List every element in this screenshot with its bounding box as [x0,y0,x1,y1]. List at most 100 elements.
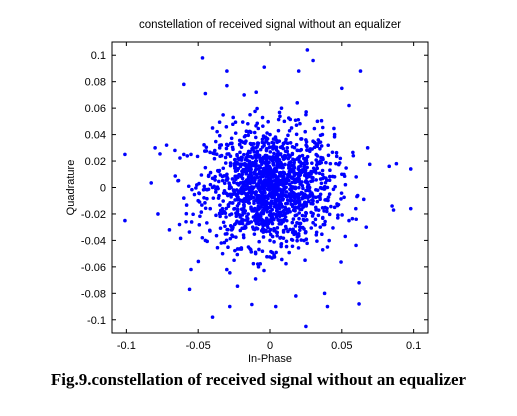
scatter-point [215,185,220,189]
scatter-point [261,124,265,128]
scatter-points [123,48,413,329]
scatter-point [333,184,337,189]
scatter-point [234,235,238,239]
scatter-point [223,155,228,160]
scatter-point [237,142,242,147]
scatter-point [300,196,305,201]
scatter-point [255,174,259,179]
scatter-point [314,178,318,182]
scatter-point [307,189,312,193]
scatter-point [244,218,248,222]
scatter-point [244,172,248,176]
scatter-point [226,245,230,250]
x-tick-label: -0.05 [186,340,211,352]
scatter-point [239,155,244,160]
scatter-point [287,207,291,211]
y-tick-label: -0.04 [81,235,106,247]
scatter-point [197,200,202,204]
scatter-point [297,200,302,205]
scatter-point [233,157,237,162]
scatter-point [298,207,302,212]
scatter-point [262,186,266,191]
scatter-point [311,169,316,174]
scatter-point [199,173,204,177]
scatter-point [231,225,235,230]
scatter-point [342,174,347,179]
scatter-point [311,58,315,63]
scatter-point [262,167,266,171]
scatter-point [208,182,213,187]
scatter-point [284,137,288,142]
scatter-point [294,132,299,137]
scatter-point [320,168,325,173]
scatter-point [278,152,283,156]
scatter-point [387,164,392,169]
scatter-point [156,212,160,216]
scatter-point [256,183,261,187]
scatter-point [339,191,344,195]
scatter-point [242,161,247,166]
scatter-point [302,165,306,170]
scatter-point [338,156,343,161]
scatter-point [296,246,301,250]
scatter-point [264,201,268,205]
scatter-point [314,171,318,175]
scatter-point [252,232,257,236]
scatter-point [285,141,290,146]
y-axis-label: Quadrature [65,160,77,216]
scatter-point [304,172,308,177]
scatter-point [268,157,273,162]
scatter-point [305,185,310,189]
scatter-point [274,174,278,179]
scatter-point [214,190,218,194]
scatter-point [287,170,292,174]
scatter-point [238,198,243,203]
scatter-point [321,157,325,162]
scatter-point [293,224,298,228]
scatter-point [255,150,259,155]
scatter-point [339,260,343,264]
scatter-point [260,145,265,149]
scatter-point [256,220,260,224]
scatter-point [272,253,276,257]
scatter-point [238,164,243,169]
scatter-point [274,154,278,159]
scatter-point [258,197,263,201]
scatter-point [295,235,300,239]
scatter-point [323,219,327,224]
scatter-point [268,132,272,137]
scatter-point [287,153,291,158]
scatter-point [260,140,265,145]
scatter-point [263,221,268,226]
scatter-point [201,188,206,192]
scatter-point [153,146,157,150]
scatter-point [268,227,273,232]
scatter-point [329,204,333,209]
scatter-point [292,191,296,196]
scatter-point [210,176,215,181]
scatter-point [391,208,396,212]
scatter-point [197,223,202,227]
scatter-point [280,205,285,209]
y-tick-label: 0.02 [85,156,106,168]
scatter-point [394,161,399,166]
scatter-point [284,185,288,190]
scatter-point [271,187,276,191]
scatter-point [219,241,224,245]
scatter-point [334,154,339,159]
scatter-point [205,239,209,244]
scatter-point [357,302,361,306]
scatter-point [258,180,263,185]
scatter-point [221,220,226,225]
scatter-point [312,126,317,131]
scatter-point [264,203,268,208]
scatter-point [255,154,259,158]
scatter-point [253,135,258,140]
scatter-point [303,168,308,173]
scatter-point [262,268,266,273]
scatter-point [213,139,218,144]
scatter-point [285,172,290,177]
scatter-point [231,188,236,193]
scatter-point [253,218,257,223]
scatter-point [297,216,301,221]
